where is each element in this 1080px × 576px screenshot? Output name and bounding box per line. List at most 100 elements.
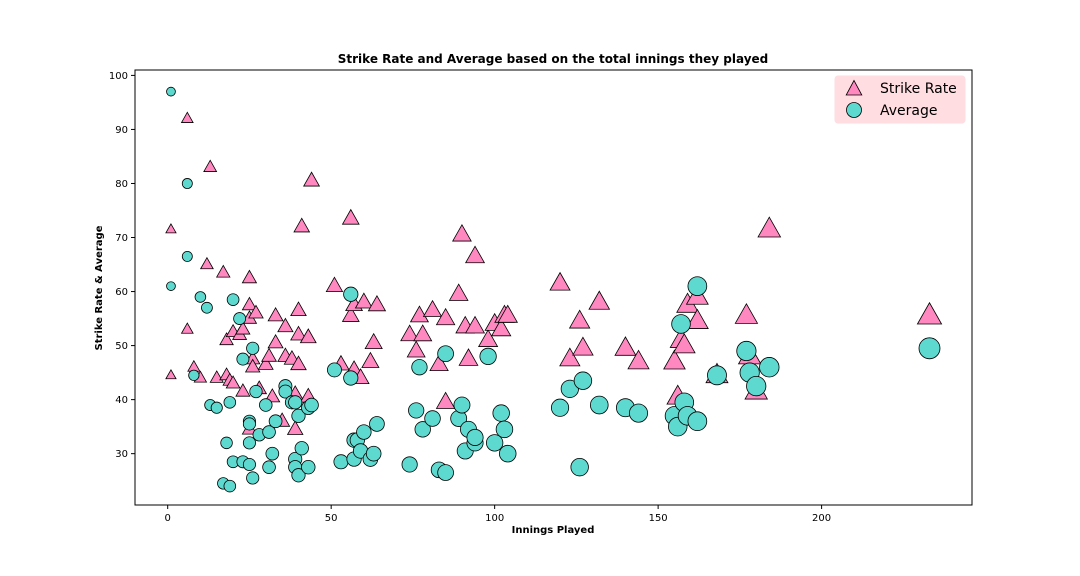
strike-rate-point — [757, 216, 782, 238]
strike-rate-point — [559, 347, 581, 367]
average-point — [223, 396, 237, 409]
average-point — [210, 401, 223, 414]
strike-rate-point — [568, 309, 591, 329]
average-point — [304, 397, 319, 413]
strike-rate-point — [354, 292, 373, 309]
legend-circle-marker — [846, 102, 862, 118]
average-point — [246, 471, 260, 485]
average-point — [485, 434, 504, 452]
average-point — [236, 352, 250, 366]
strike-rate-point — [429, 353, 449, 372]
strike-rate-point — [277, 317, 294, 333]
strike-rate-point — [180, 111, 194, 123]
strike-rate-point — [685, 308, 709, 329]
strike-rate-point — [490, 318, 512, 337]
average-point — [408, 402, 425, 419]
strike-rate-point — [180, 322, 194, 334]
average-point — [628, 403, 649, 423]
strike-rate-point — [435, 391, 456, 409]
strike-rate-point — [458, 348, 479, 366]
strike-rate-point — [290, 355, 307, 371]
average-point — [333, 454, 349, 470]
strike-rate-point — [303, 171, 321, 187]
x-tick-label: 0 — [165, 513, 171, 524]
strike-rate-point — [286, 420, 304, 435]
marks-layer — [165, 86, 943, 493]
average-point — [498, 444, 517, 463]
average-point — [687, 411, 708, 432]
average-point — [288, 395, 303, 410]
x-tick-label: 150 — [649, 513, 668, 524]
strike-rate-point — [257, 355, 274, 370]
strike-rate-point — [663, 349, 686, 370]
x-tick-label: 100 — [485, 513, 504, 524]
strike-rate-point — [448, 283, 469, 301]
strike-rate-point — [422, 299, 443, 317]
chart-title: Strike Rate and Average based on the tot… — [338, 52, 769, 66]
y-tick-label: 60 — [115, 287, 128, 298]
y-tick-label: 30 — [115, 449, 128, 460]
average-point — [268, 414, 283, 429]
strike-rate-point — [614, 336, 637, 356]
average-point — [242, 436, 256, 450]
average-point — [233, 312, 247, 325]
average-point — [166, 281, 176, 291]
y-tick-label: 50 — [115, 341, 128, 352]
y-tick-label: 100 — [109, 71, 128, 82]
strike-rate-point — [435, 307, 456, 326]
strike-rate-point — [165, 368, 177, 380]
strike-rate-point — [267, 334, 284, 349]
y-axis-title: Strike Rate & Average — [94, 225, 105, 350]
average-point — [759, 357, 780, 378]
average-point — [262, 460, 276, 474]
average-point — [201, 301, 213, 314]
strike-rate-point — [572, 336, 594, 356]
y-tick-label: 90 — [115, 125, 128, 136]
x-axis-title: Innings Played — [512, 525, 595, 536]
average-point — [194, 291, 207, 303]
average-point — [479, 347, 497, 366]
strike-rate-point — [413, 324, 433, 342]
average-point — [262, 425, 276, 439]
strike-rate-point — [734, 302, 759, 324]
average-point — [746, 376, 767, 397]
strike-rate-point — [299, 328, 317, 344]
y-tick-label: 40 — [115, 395, 128, 406]
strike-rate-point — [341, 306, 360, 322]
average-point — [291, 408, 306, 423]
average-point — [249, 384, 263, 399]
strike-rate-point — [588, 290, 611, 310]
strike-rate-point — [409, 305, 430, 323]
y-tick-label: 80 — [115, 179, 128, 190]
strike-rate-point — [464, 245, 486, 264]
average-point — [453, 396, 471, 414]
average-point — [589, 395, 609, 415]
average-point — [223, 479, 237, 493]
strike-rate-point — [400, 324, 420, 342]
x-axis: 0 50 100 150 200 — [165, 505, 831, 524]
strike-rate-point — [406, 340, 426, 358]
strike-rate-point — [244, 358, 261, 373]
average-point — [437, 345, 454, 363]
x-tick-label: 200 — [812, 513, 831, 524]
strike-rate-point — [235, 321, 251, 335]
legend: Strike Rate Average — [834, 75, 966, 124]
legend-label-average: Average — [880, 103, 938, 119]
average-point — [226, 293, 240, 306]
average-point — [671, 314, 691, 334]
strike-rate-point — [225, 375, 241, 389]
average-point — [466, 428, 484, 446]
average-point — [424, 410, 441, 427]
strike-rate-point — [452, 223, 472, 242]
strike-rate-point — [341, 208, 360, 225]
strike-rate-point — [235, 383, 251, 397]
average-point — [291, 468, 306, 483]
average-point — [365, 445, 382, 462]
average-point — [918, 337, 941, 360]
strike-rate-point — [367, 294, 387, 312]
strike-rate-point — [361, 351, 380, 368]
average-point — [437, 464, 454, 481]
average-point — [356, 424, 372, 440]
average-point — [736, 340, 757, 362]
